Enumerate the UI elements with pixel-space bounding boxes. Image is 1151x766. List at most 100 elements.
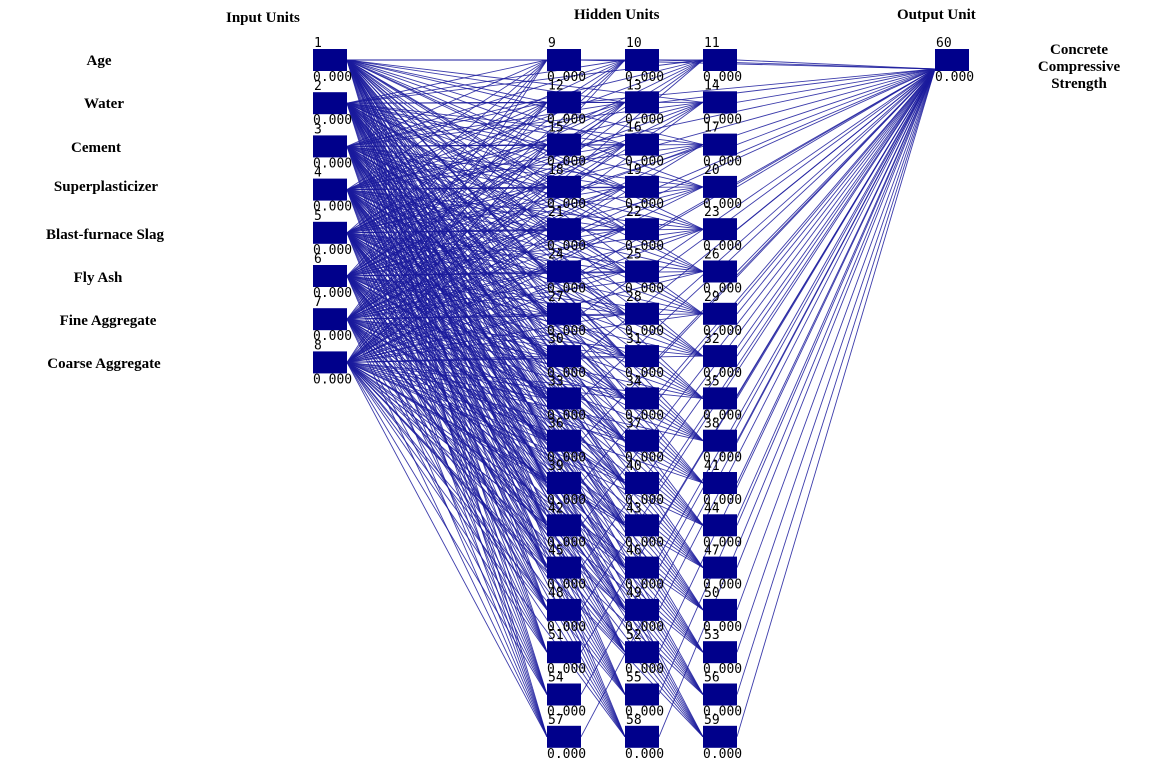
unit-id-14: 14 <box>704 78 720 93</box>
unit-value-52: 0.000 <box>625 662 664 677</box>
connection-8-41 <box>346 361 704 484</box>
connection-18-60 <box>580 68 936 188</box>
unit-33: 33 0.000 <box>547 374 586 423</box>
unit-19: 19 0.000 <box>625 163 664 212</box>
unit-value-4: 0.000 <box>313 200 352 215</box>
unit-value-20: 0.000 <box>703 197 742 212</box>
unit-value-38: 0.000 <box>703 451 742 466</box>
unit-59: 59 0.000 <box>703 713 742 762</box>
unit-22: 22 0.000 <box>625 205 664 254</box>
connection-8-36 <box>346 361 548 442</box>
unit-id-40: 40 <box>626 459 642 474</box>
unit-box-33 <box>547 387 581 410</box>
connection-8-57 <box>346 362 548 738</box>
unit-id-6: 6 <box>314 252 322 267</box>
unit-id-1: 1 <box>314 36 322 51</box>
unit-value-1: 0.000 <box>313 70 352 85</box>
unit-id-21: 21 <box>548 205 564 220</box>
connection-8-48 <box>346 362 548 611</box>
input-label-fine-aggregate: Fine Aggregate <box>59 313 157 329</box>
connection-6-9 <box>346 59 548 277</box>
unit-box-11 <box>703 49 737 71</box>
connection-23-60 <box>736 68 936 230</box>
unit-box-40 <box>625 472 659 494</box>
unit-box-50 <box>703 598 737 621</box>
unit-value-50: 0.000 <box>703 620 742 635</box>
unit-23: 23 0.000 <box>703 205 742 254</box>
connection-59-60 <box>736 68 936 737</box>
unit-id-23: 23 <box>704 205 720 220</box>
unit-57: 57 0.000 <box>547 713 586 762</box>
unit-value-43: 0.000 <box>625 535 664 550</box>
unit-id-51: 51 <box>548 628 564 643</box>
unit-37: 37 0.000 <box>625 417 664 466</box>
unit-id-24: 24 <box>548 248 564 263</box>
unit-id-10: 10 <box>626 36 642 51</box>
unit-id-15: 15 <box>548 121 564 136</box>
unit-value-14: 0.000 <box>703 112 742 127</box>
connection-26-60 <box>736 68 936 272</box>
unit-2: 2 0.000 <box>313 79 352 128</box>
connection-8-25 <box>346 271 626 363</box>
connection-33-60 <box>580 68 936 399</box>
connection-8-18 <box>346 186 548 363</box>
connection-4-11 <box>346 59 704 191</box>
connection-32-60 <box>736 68 936 357</box>
connection-50-60 <box>736 68 936 611</box>
unit-60: 60 0.000 <box>935 36 974 85</box>
unit-box-31 <box>625 345 659 368</box>
input-label-fly-ash: Fly Ash <box>73 270 123 286</box>
connection-8-38 <box>346 361 704 442</box>
unit-box-21 <box>547 218 581 241</box>
connection-15-60 <box>580 68 936 146</box>
unit-24: 24 0.000 <box>547 248 586 297</box>
unit-box-20 <box>703 175 737 198</box>
connection-4-9 <box>346 59 548 190</box>
unit-box-7 <box>313 308 347 331</box>
unit-id-36: 36 <box>548 417 564 432</box>
unit-value-6: 0.000 <box>313 286 352 301</box>
connection-11-60 <box>736 59 936 70</box>
unit-box-1 <box>313 49 347 71</box>
unit-41: 41 0.000 <box>703 459 742 508</box>
unit-box-41 <box>703 472 737 494</box>
unit-46: 46 0.000 <box>625 544 664 593</box>
unit-id-25: 25 <box>626 248 642 263</box>
connection-29-60 <box>736 68 936 315</box>
unit-14: 14 0.000 <box>703 78 742 127</box>
unit-34: 34 0.000 <box>625 374 664 423</box>
unit-box-57 <box>547 725 581 748</box>
output-label: Concrete Compressive Strength <box>1038 42 1120 93</box>
connection-8-59 <box>346 362 704 738</box>
input-label-cement: Cement <box>71 140 121 156</box>
unit-value-51: 0.000 <box>547 662 586 677</box>
unit-35: 35 0.000 <box>703 374 742 423</box>
unit-42: 42 0.000 <box>547 501 586 550</box>
connection-8-55 <box>346 362 626 695</box>
output-label-line-1: Concrete <box>1049 42 1109 58</box>
unit-id-22: 22 <box>626 205 642 220</box>
unit-value-55: 0.000 <box>625 705 664 720</box>
unit-value-18: 0.000 <box>547 197 586 212</box>
unit-21: 21 0.000 <box>547 205 586 254</box>
unit-box-58 <box>625 725 659 748</box>
output-label-line-3: Strength <box>1051 76 1107 92</box>
unit-value-41: 0.000 <box>703 493 742 508</box>
unit-52: 52 0.000 <box>625 628 664 677</box>
unit-id-35: 35 <box>704 374 720 389</box>
connection-8-26 <box>346 271 704 363</box>
unit-box-23 <box>703 218 737 241</box>
unit-value-45: 0.000 <box>547 578 586 593</box>
input-label-superplasticizer: Superplasticizer <box>53 179 159 195</box>
connection-44-60 <box>736 68 936 526</box>
unit-16: 16 0.000 <box>625 121 664 170</box>
unit-12: 12 0.000 <box>547 78 586 127</box>
unit-47: 47 0.000 <box>703 544 742 593</box>
unit-value-39: 0.000 <box>547 493 586 508</box>
unit-value-56: 0.000 <box>703 705 742 720</box>
unit-value-33: 0.000 <box>547 408 586 423</box>
unit-id-3: 3 <box>314 122 322 137</box>
connection-49-60 <box>658 68 936 611</box>
connection-8-44 <box>346 361 704 526</box>
